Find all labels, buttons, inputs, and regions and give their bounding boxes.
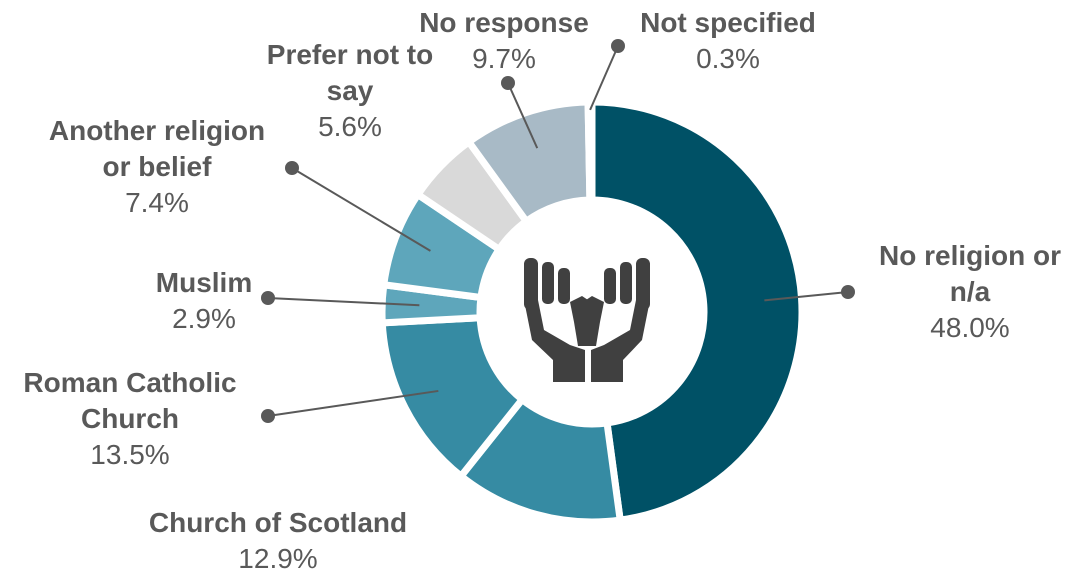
leader-dot-another-religion [285, 161, 299, 175]
label-name-another-religion: Another religion [49, 115, 265, 146]
label-percent-roman-catholic: 13.5% [90, 439, 169, 470]
label-name-roman-catholic: Roman Catholic [23, 367, 236, 398]
donut-slices [378, 98, 806, 526]
label-prefer-not-to-say: Prefer not to say 5.6% [267, 39, 433, 142]
label-name-no-religion: No religion or [879, 240, 1061, 271]
label-percent-prefer-not-to-say: 5.6% [318, 111, 382, 142]
label-percent-no-religion: 48.0% [930, 312, 1009, 343]
label-not-specified: Not specified 0.3% [640, 7, 816, 74]
label-percent-church-of-scotland: 12.9% [238, 543, 317, 574]
leader-line-another-religion [291, 167, 431, 252]
leader-line-muslim [267, 297, 420, 307]
leader-dot-no-response [501, 76, 515, 90]
label-church-of-scotland: Church of Scotland 12.9% [149, 507, 407, 574]
label-roman-catholic: Roman Catholic Church 13.5% [23, 367, 236, 470]
label-name-church-of-scotland: Church of Scotland [149, 507, 407, 538]
label-name-no-religion: n/a [950, 276, 991, 307]
label-name-roman-catholic: Church [81, 403, 179, 434]
label-name-no-response: No response [419, 7, 589, 38]
leader-lines [261, 39, 855, 423]
label-name-prefer-not-to-say: Prefer not to [267, 39, 433, 70]
leader-dot-muslim [261, 291, 275, 305]
leader-line-no-response [507, 82, 539, 149]
label-no-response: No response 9.7% [419, 7, 589, 74]
slice-no-religion [588, 98, 806, 524]
label-muslim: Muslim 2.9% [156, 267, 252, 334]
label-name-another-religion: or belief [103, 151, 213, 182]
leader-dot-no-religion [841, 285, 855, 299]
leader-line-roman-catholic [267, 389, 439, 417]
slice-labels: No religion or n/a 48.0% Church of Scotland… [23, 7, 1061, 574]
label-percent-not-specified: 0.3% [696, 43, 760, 74]
label-no-religion: No religion or n/a 48.0% [879, 240, 1061, 343]
leader-dot-not-specified [611, 39, 625, 53]
leader-dot-roman-catholic [261, 409, 275, 423]
leader-line-not-specified [589, 45, 619, 111]
label-percent-muslim: 2.9% [172, 303, 236, 334]
label-name-prefer-not-to-say: say [327, 75, 374, 106]
label-another-religion: Another religion or belief 7.4% [49, 115, 265, 218]
label-percent-no-response: 9.7% [472, 43, 536, 74]
slice-not-specified [584, 98, 596, 204]
label-percent-another-religion: 7.4% [125, 187, 189, 218]
label-name-muslim: Muslim [156, 267, 252, 298]
praying-hands-icon [524, 258, 650, 382]
leader-line-no-religion [764, 291, 849, 302]
label-name-not-specified: Not specified [640, 7, 816, 38]
